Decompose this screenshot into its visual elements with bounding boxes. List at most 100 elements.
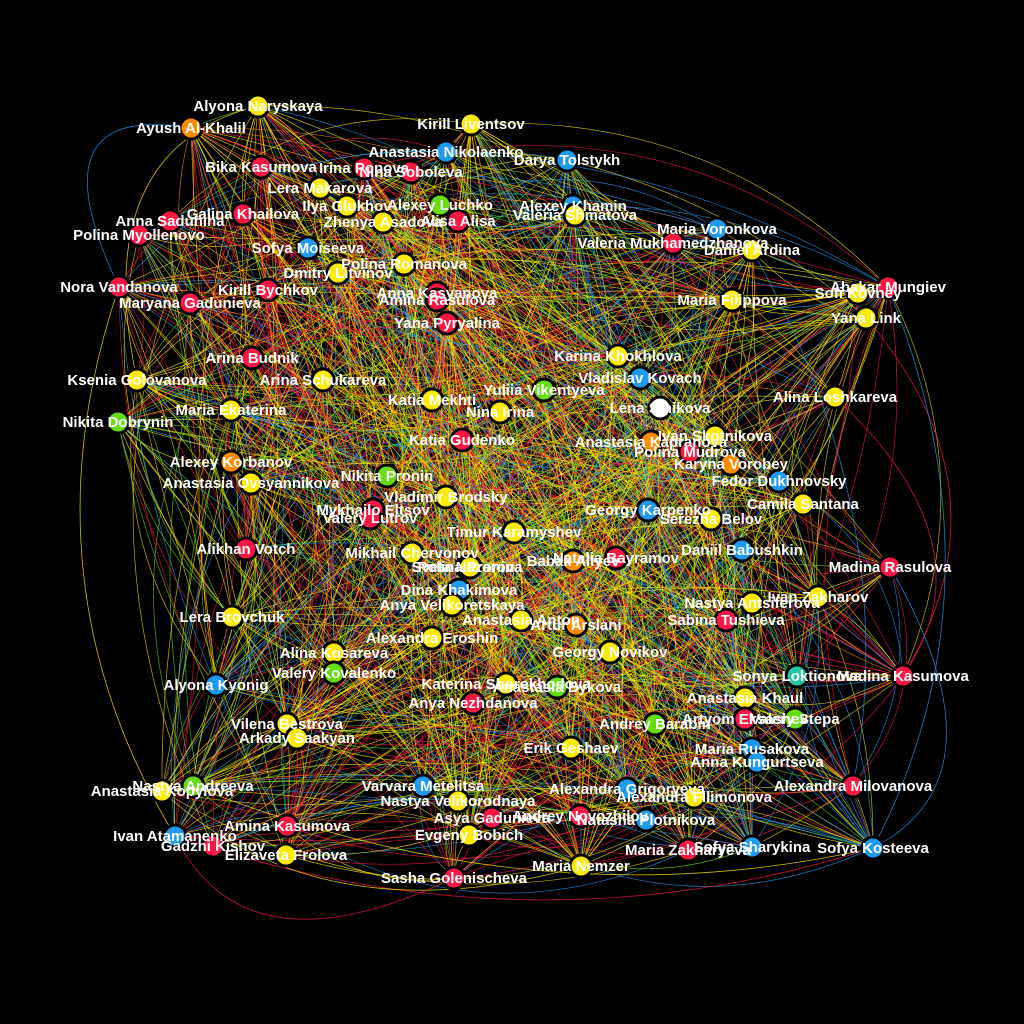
graph-node[interactable] bbox=[702, 423, 728, 449]
graph-node[interactable] bbox=[218, 397, 244, 423]
graph-node[interactable] bbox=[603, 545, 629, 571]
graph-node[interactable] bbox=[106, 274, 132, 300]
graph-node[interactable] bbox=[782, 706, 808, 732]
graph-node[interactable] bbox=[180, 773, 206, 799]
graph-node[interactable] bbox=[105, 409, 131, 435]
graph-node[interactable] bbox=[203, 672, 229, 698]
graph-node[interactable] bbox=[157, 208, 183, 234]
graph-node[interactable] bbox=[200, 833, 226, 859]
graph-node[interactable] bbox=[334, 193, 360, 219]
graph-node[interactable] bbox=[784, 663, 810, 689]
graph-node[interactable] bbox=[487, 399, 513, 425]
graph-node[interactable] bbox=[642, 711, 668, 737]
graph-node[interactable] bbox=[568, 853, 594, 879]
graph-node[interactable] bbox=[427, 192, 453, 218]
graph-node[interactable] bbox=[321, 660, 347, 686]
graph-node[interactable] bbox=[460, 690, 486, 716]
graph-node[interactable] bbox=[399, 540, 425, 566]
graph-node[interactable] bbox=[840, 773, 866, 799]
graph-node[interactable] bbox=[822, 384, 848, 410]
graph-node[interactable] bbox=[398, 159, 424, 185]
graph-node[interactable] bbox=[875, 274, 901, 300]
graph-node[interactable] bbox=[248, 154, 274, 180]
graph-node[interactable] bbox=[307, 175, 333, 201]
graph-node[interactable] bbox=[562, 202, 588, 228]
graph-node[interactable] bbox=[660, 230, 686, 256]
graph-node[interactable] bbox=[698, 506, 724, 532]
graph-node[interactable] bbox=[739, 590, 765, 616]
graph-node[interactable] bbox=[458, 111, 484, 137]
graph-node[interactable] bbox=[126, 222, 152, 248]
graph-node[interactable] bbox=[479, 805, 505, 831]
graph-node[interactable] bbox=[445, 208, 471, 234]
graph-node[interactable] bbox=[493, 671, 519, 697]
graph-node[interactable] bbox=[434, 310, 460, 336]
graph-node[interactable] bbox=[766, 468, 792, 494]
graph-node[interactable] bbox=[805, 584, 831, 610]
graph-node[interactable] bbox=[877, 554, 903, 580]
graph-node[interactable] bbox=[433, 139, 459, 165]
graph-node[interactable] bbox=[149, 778, 175, 804]
graph-node[interactable] bbox=[457, 554, 483, 580]
graph-node[interactable] bbox=[310, 367, 336, 393]
graph-node[interactable] bbox=[219, 604, 245, 630]
graph-node[interactable] bbox=[419, 387, 445, 413]
graph-node[interactable] bbox=[627, 365, 653, 391]
graph-node[interactable] bbox=[456, 822, 482, 848]
graph-node[interactable] bbox=[704, 216, 730, 242]
graph-node[interactable] bbox=[845, 280, 871, 306]
graph-node[interactable] bbox=[890, 663, 916, 689]
graph-node[interactable] bbox=[441, 865, 467, 891]
graph-node[interactable] bbox=[501, 519, 527, 545]
graph-node[interactable] bbox=[790, 491, 816, 517]
graph-node[interactable] bbox=[675, 837, 701, 863]
graph-node[interactable] bbox=[445, 788, 471, 814]
graph-node[interactable] bbox=[647, 395, 673, 421]
graph-node[interactable] bbox=[233, 536, 259, 562]
graph-node[interactable] bbox=[677, 439, 703, 465]
graph-node[interactable] bbox=[739, 834, 765, 860]
graph-node[interactable] bbox=[325, 260, 351, 286]
graph-node[interactable] bbox=[531, 377, 557, 403]
graph-node[interactable] bbox=[374, 463, 400, 489]
graph-node[interactable] bbox=[633, 807, 659, 833]
graph-node[interactable] bbox=[449, 427, 475, 453]
graph-node[interactable] bbox=[853, 305, 879, 331]
graph-node[interactable] bbox=[544, 674, 570, 700]
graph-node[interactable] bbox=[284, 725, 310, 751]
graph-node[interactable] bbox=[860, 835, 886, 861]
graph-node[interactable] bbox=[681, 784, 707, 810]
graph-node[interactable] bbox=[239, 345, 265, 371]
graph-node[interactable] bbox=[230, 201, 256, 227]
graph-node[interactable] bbox=[439, 592, 465, 618]
graph-node[interactable] bbox=[729, 537, 755, 563]
graph-node[interactable] bbox=[162, 823, 188, 849]
graph-node[interactable] bbox=[245, 93, 271, 119]
graph-node[interactable] bbox=[433, 484, 459, 510]
graph-node[interactable] bbox=[605, 343, 631, 369]
graph-node[interactable] bbox=[357, 505, 383, 531]
graph-node[interactable] bbox=[638, 429, 664, 455]
graph-node[interactable] bbox=[558, 735, 584, 761]
graph-node[interactable] bbox=[273, 842, 299, 868]
graph-node[interactable] bbox=[744, 749, 770, 775]
graph-node[interactable] bbox=[274, 813, 300, 839]
graph-node[interactable] bbox=[732, 706, 758, 732]
graph-node[interactable] bbox=[554, 147, 580, 173]
graph-node[interactable] bbox=[614, 776, 640, 802]
graph-node[interactable] bbox=[295, 235, 321, 261]
graph-node[interactable] bbox=[739, 237, 765, 263]
graph-node[interactable] bbox=[713, 607, 739, 633]
graph-node[interactable] bbox=[177, 290, 203, 316]
graph-node[interactable] bbox=[635, 497, 661, 523]
graph-node[interactable] bbox=[508, 607, 534, 633]
graph-node[interactable] bbox=[178, 115, 204, 141]
graph-node[interactable] bbox=[410, 773, 436, 799]
graph-node[interactable] bbox=[391, 251, 417, 277]
graph-node[interactable] bbox=[419, 625, 445, 651]
graph-node[interactable] bbox=[567, 803, 593, 829]
graph-node[interactable] bbox=[718, 451, 744, 477]
graph-node[interactable] bbox=[238, 470, 264, 496]
graph-node[interactable] bbox=[370, 209, 396, 235]
graph-node[interactable] bbox=[124, 367, 150, 393]
